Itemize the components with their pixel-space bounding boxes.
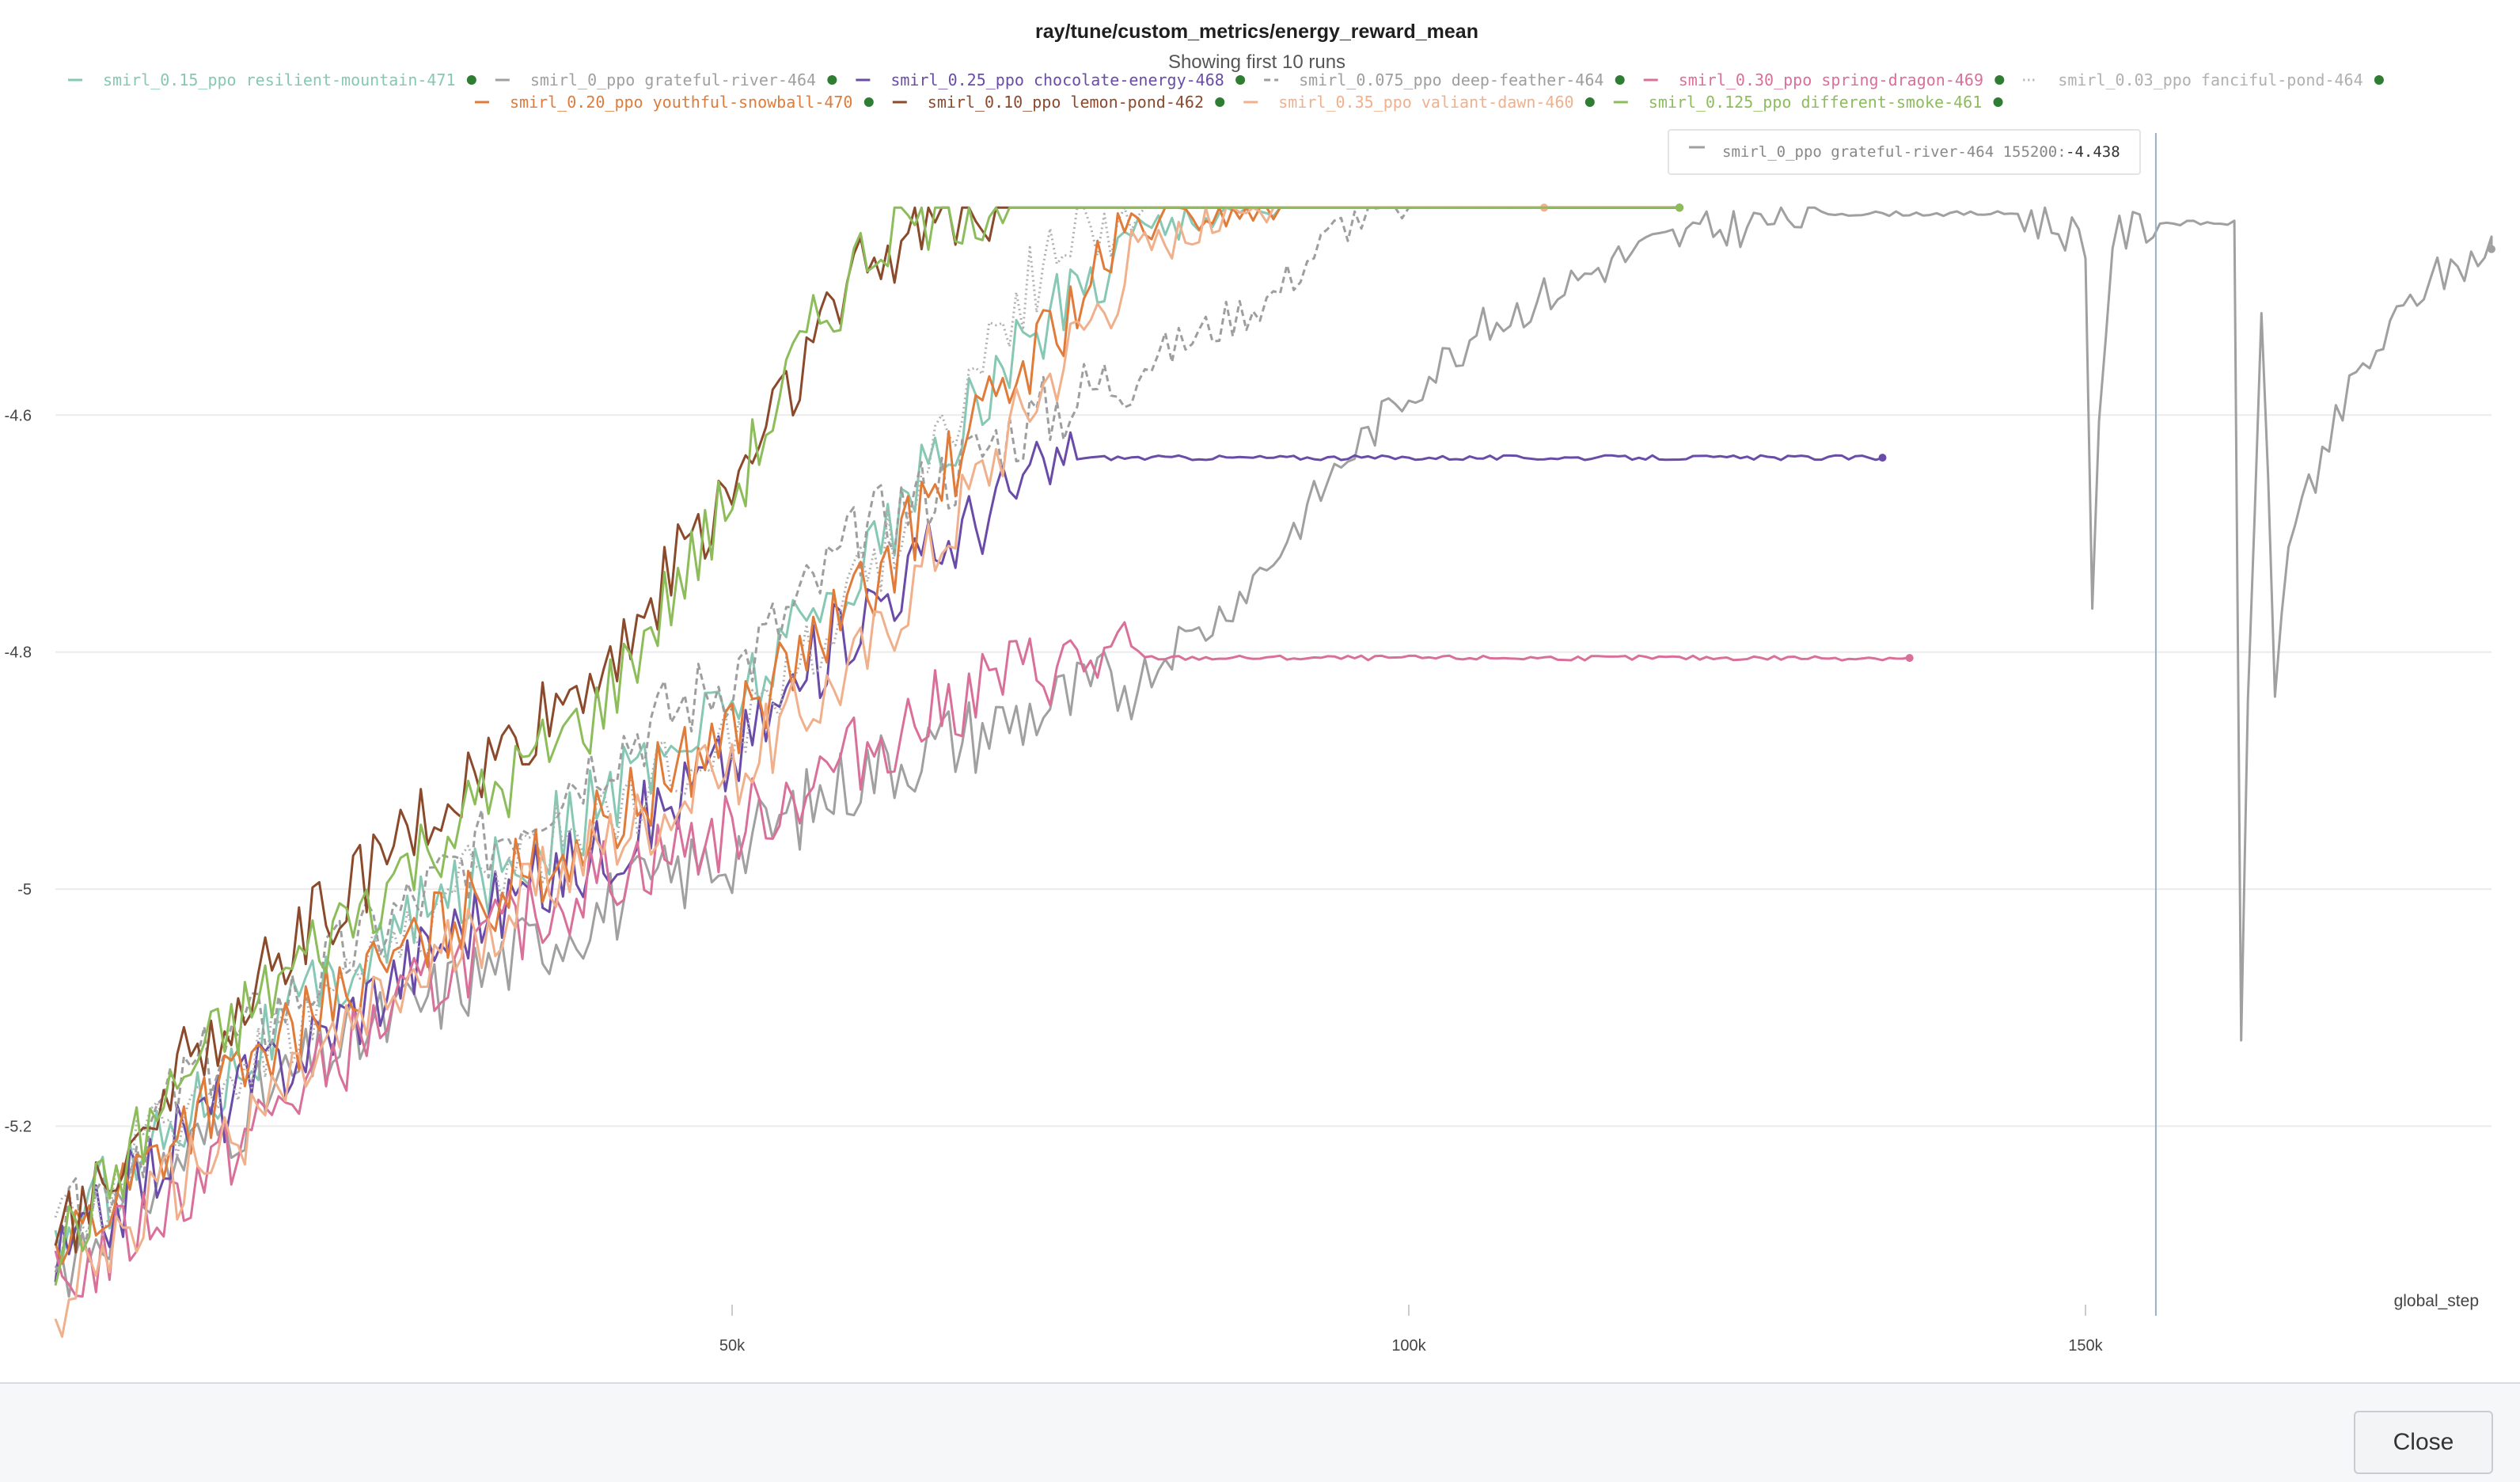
- x-tick-label: 100k: [1391, 1337, 1426, 1355]
- legend-item[interactable]: smirl_0.20_ppo youthful-snowball-470: [475, 93, 874, 112]
- series-line[interactable]: [54, 431, 1884, 1282]
- legend-label: smirl_0.10_ppo lemon-pond-462: [928, 93, 1204, 112]
- legend-label: smirl_0_ppo grateful-river-464: [530, 70, 816, 89]
- legend-item[interactable]: smirl_0_ppo grateful-river-464: [495, 70, 837, 89]
- tooltip-label: smirl_0_ppo grateful-river-464 155200:: [1722, 143, 2066, 161]
- tooltip-box: [1668, 129, 2141, 175]
- y-tick-label: -4.6: [5, 407, 32, 424]
- x-axis-label: global_step: [2394, 1292, 2479, 1310]
- legend-status-dot: [1584, 97, 1595, 107]
- tooltip-value: -4.438: [2066, 143, 2120, 161]
- legend: smirl_0.15_ppo resilient-mountain-471 smi…: [68, 70, 2384, 112]
- y-tick-label: -5: [17, 881, 32, 899]
- x-tick-label: 150k: [2068, 1337, 2103, 1355]
- legend-item[interactable]: smirl_0.30_ppo spring-dragon-469: [1643, 70, 2005, 89]
- legend-label: smirl_0.03_ppo fanciful-pond-464: [2058, 70, 2362, 89]
- legend-item[interactable]: smirl_0.125_ppo different-smoke-461: [1613, 93, 2003, 112]
- series-end-point: [1905, 654, 1914, 663]
- y-tick-label: -4.8: [5, 644, 32, 662]
- tooltip: smirl_0_ppo grateful-river-464 155200: -…: [1668, 129, 2141, 175]
- plot-area[interactable]: [54, 203, 2495, 1338]
- legend-label: smirl_0.30_ppo spring-dragon-469: [1679, 70, 1983, 89]
- series-line[interactable]: [54, 621, 1911, 1298]
- legend-label: smirl_0.35_ppo valiant-dawn-460: [1278, 93, 1573, 112]
- x-axis: 50k 100k 150k: [719, 1305, 2104, 1355]
- chart-title: ray/tune/custom_metrics/energy_reward_me…: [1035, 21, 1478, 43]
- legend-status-dot: [863, 97, 874, 107]
- legend-label: smirl_0.075_ppo deep-feather-464: [1299, 70, 1603, 89]
- legend-item[interactable]: smirl_0.35_ppo valiant-dawn-460: [1243, 93, 1595, 112]
- legend-item[interactable]: smirl_0.03_ppo fanciful-pond-464: [2023, 70, 2384, 89]
- legend-label: smirl_0.20_ppo youthful-snowball-470: [510, 93, 852, 112]
- chart-area: ray/tune/custom_metrics/energy_reward_me…: [5, 21, 2495, 1355]
- grid: [55, 414, 2492, 1127]
- close-button[interactable]: Close: [2354, 1411, 2493, 1474]
- legend-status-dot: [1994, 75, 2005, 85]
- y-tick-label: -5.2: [5, 1118, 32, 1135]
- series-line[interactable]: [54, 206, 1544, 1338]
- legend-label: smirl_0.125_ppo different-smoke-461: [1649, 93, 1982, 112]
- legend-item[interactable]: smirl_0.25_ppo chocolate-energy-468: [856, 70, 1246, 89]
- legend-status-dot: [1235, 75, 1246, 85]
- chart-subtitle: Showing first 10 runs: [1168, 51, 1345, 73]
- footer-bar: Close: [0, 1382, 2520, 1482]
- legend-status-dot: [1993, 97, 2003, 107]
- legend-status-dot: [1615, 75, 1625, 85]
- legend-label: smirl_0.25_ppo chocolate-energy-468: [890, 70, 1224, 89]
- legend-item[interactable]: smirl_0.15_ppo resilient-mountain-471: [68, 70, 476, 89]
- legend-status-dot: [827, 75, 837, 85]
- legend-item[interactable]: smirl_0.10_ppo lemon-pond-462: [892, 93, 1225, 112]
- series-end-point: [1676, 203, 1683, 212]
- series-line[interactable]: [54, 206, 2493, 1298]
- series-line[interactable]: [54, 206, 1679, 1265]
- legend-status-dot: [466, 75, 476, 85]
- y-axis: -4.6 -4.8 -5 -5.2: [5, 407, 32, 1135]
- legend-label: smirl_0.15_ppo resilient-mountain-471: [103, 70, 456, 89]
- legend-status-dot: [2374, 75, 2384, 85]
- legend-status-dot: [1215, 97, 1225, 107]
- series-line[interactable]: [54, 206, 1679, 1262]
- series-line[interactable]: [54, 206, 1544, 1237]
- series-line[interactable]: [54, 206, 1679, 1254]
- legend-item[interactable]: smirl_0.075_ppo deep-feather-464: [1264, 70, 1625, 89]
- x-tick-label: 50k: [719, 1337, 746, 1355]
- series-end-point: [2488, 245, 2495, 253]
- series-end-point: [1878, 454, 1887, 462]
- series-line[interactable]: [54, 206, 1679, 1286]
